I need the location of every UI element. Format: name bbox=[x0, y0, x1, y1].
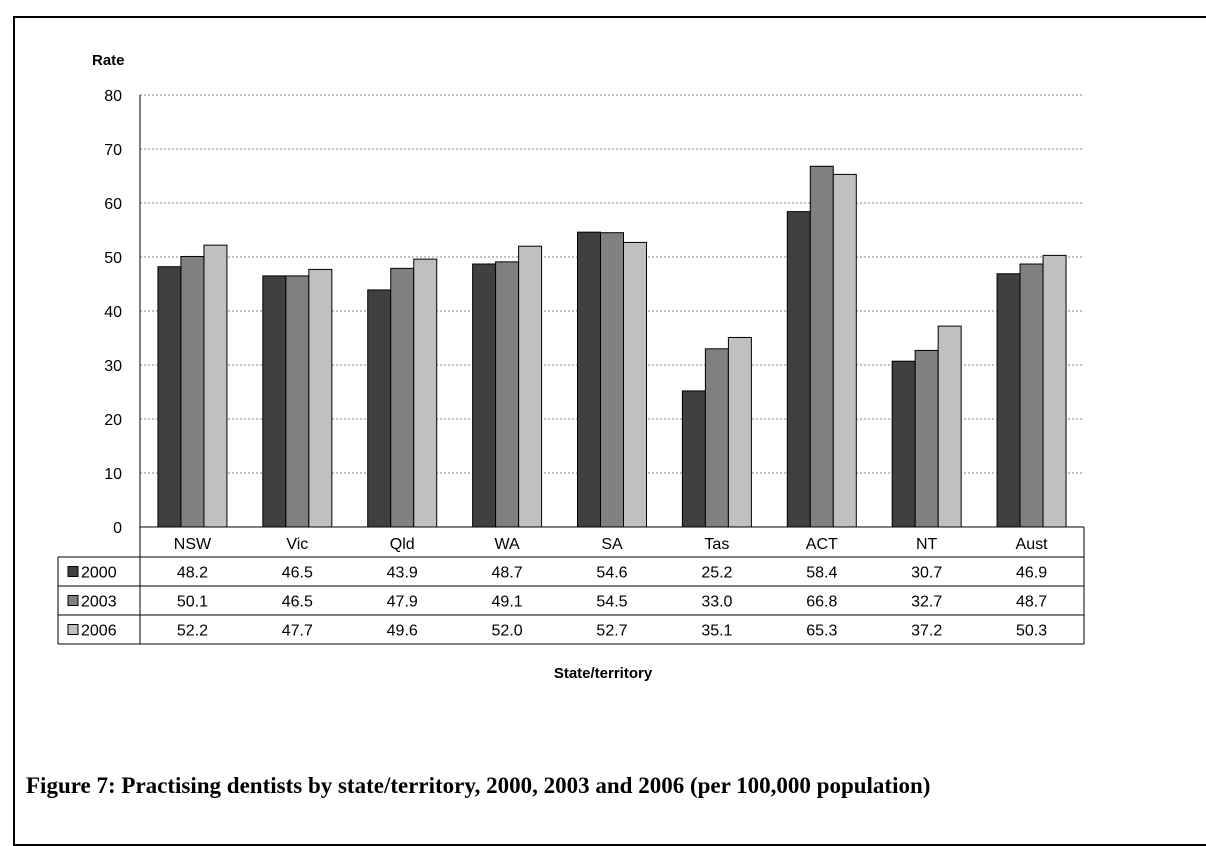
bar-2003-NSW bbox=[180, 255, 205, 528]
bar-2000-SA bbox=[577, 231, 601, 528]
category-label: NSW bbox=[174, 536, 212, 553]
table-value: 49.1 bbox=[492, 594, 523, 611]
legend-label: 2003 bbox=[81, 594, 117, 611]
y-tick-label: 10 bbox=[104, 466, 122, 483]
table-value: 48.7 bbox=[1016, 594, 1047, 611]
bar-2006-NT bbox=[937, 325, 962, 528]
bar-2003-Qld bbox=[390, 267, 415, 528]
bar-2003-ACT bbox=[809, 165, 834, 528]
table-value: 43.9 bbox=[387, 565, 418, 582]
table-value: 46.5 bbox=[282, 594, 313, 611]
category-label: Vic bbox=[286, 536, 308, 553]
bar-2003-WA bbox=[495, 261, 520, 528]
table-value: 52.7 bbox=[596, 623, 627, 640]
table-value: 65.3 bbox=[806, 623, 837, 640]
table-value: 46.9 bbox=[1016, 565, 1047, 582]
table-value: 48.7 bbox=[492, 565, 523, 582]
bar-2006-Tas bbox=[727, 336, 752, 528]
bar-2000-NSW bbox=[157, 266, 182, 528]
bar-2006-ACT bbox=[832, 173, 857, 528]
bar-2003-Tas bbox=[704, 348, 729, 528]
legend-key-2003 bbox=[67, 595, 79, 606]
table-value: 30.7 bbox=[911, 565, 942, 582]
bar-2000-ACT bbox=[786, 211, 811, 528]
table-value: 66.8 bbox=[806, 594, 837, 611]
category-label: Tas bbox=[704, 536, 729, 553]
bar-2000-NT bbox=[891, 360, 916, 528]
y-axis-title: Rate bbox=[92, 52, 125, 69]
table-value: 48.2 bbox=[177, 565, 208, 582]
table-value: 52.0 bbox=[492, 623, 523, 640]
category-label: SA bbox=[601, 536, 623, 553]
table-value: 33.0 bbox=[701, 594, 732, 611]
bar-2000-Tas bbox=[681, 390, 706, 528]
table-value: 47.7 bbox=[282, 623, 313, 640]
table-value: 52.2 bbox=[177, 623, 208, 640]
bar-2003-Vic bbox=[285, 275, 310, 528]
bar-2000-WA bbox=[472, 263, 497, 528]
table-value: 58.4 bbox=[806, 565, 837, 582]
category-label: Aust bbox=[1016, 536, 1049, 553]
table-value: 50.3 bbox=[1016, 623, 1047, 640]
y-tick-label: 60 bbox=[104, 196, 122, 213]
bar-2006-WA bbox=[518, 245, 543, 528]
legend-key-2000 bbox=[67, 566, 79, 577]
bar-2003-Aust bbox=[1019, 263, 1044, 528]
category-label: Qld bbox=[390, 536, 415, 553]
table-value: 54.5 bbox=[596, 594, 627, 611]
bar-2000-Qld bbox=[367, 289, 392, 528]
bar-2000-Vic bbox=[262, 275, 287, 528]
legend-key-2006 bbox=[67, 624, 79, 635]
legend-label: 2006 bbox=[81, 623, 117, 640]
table-value: 50.1 bbox=[177, 594, 208, 611]
table-value: 37.2 bbox=[911, 623, 942, 640]
y-tick-label: 80 bbox=[104, 88, 122, 105]
table-value: 54.6 bbox=[596, 565, 627, 582]
y-tick-label: 70 bbox=[104, 142, 122, 159]
y-tick-label: 20 bbox=[104, 412, 122, 429]
y-tick-label: 50 bbox=[104, 250, 122, 267]
y-tick-label: 40 bbox=[104, 304, 122, 321]
category-label: ACT bbox=[806, 536, 838, 553]
table-value: 32.7 bbox=[911, 594, 942, 611]
table-value: 25.2 bbox=[701, 565, 732, 582]
category-label: WA bbox=[495, 536, 521, 553]
bar-2006-NSW bbox=[203, 244, 228, 528]
bar-2006-Vic bbox=[308, 268, 333, 528]
bar-2006-SA bbox=[623, 241, 647, 528]
figure-caption: Figure 7: Practising dentists by state/t… bbox=[26, 773, 931, 798]
table-value: 49.6 bbox=[387, 623, 418, 640]
bar-2003-SA bbox=[600, 232, 624, 528]
category-label: NT bbox=[916, 536, 938, 553]
bar-2003-NT bbox=[914, 349, 939, 528]
bar-2006-Aust bbox=[1042, 254, 1067, 528]
table-value: 47.9 bbox=[387, 594, 418, 611]
bar-2000-Aust bbox=[996, 273, 1021, 528]
bar-chart: 0 10 20 30 40 50 60 70 80 NSW Vic Qld WA SA Tas ACT NT Au… bbox=[57, 88, 1085, 645]
y-tick-label: 30 bbox=[104, 358, 122, 375]
y-tick-label: 0 bbox=[113, 520, 122, 537]
x-axis-title: State/territory bbox=[553, 665, 653, 682]
table-value: 35.1 bbox=[701, 623, 732, 640]
table-value: 46.5 bbox=[282, 565, 313, 582]
legend-label: 2000 bbox=[81, 565, 117, 582]
bar-2006-Qld bbox=[413, 258, 438, 528]
